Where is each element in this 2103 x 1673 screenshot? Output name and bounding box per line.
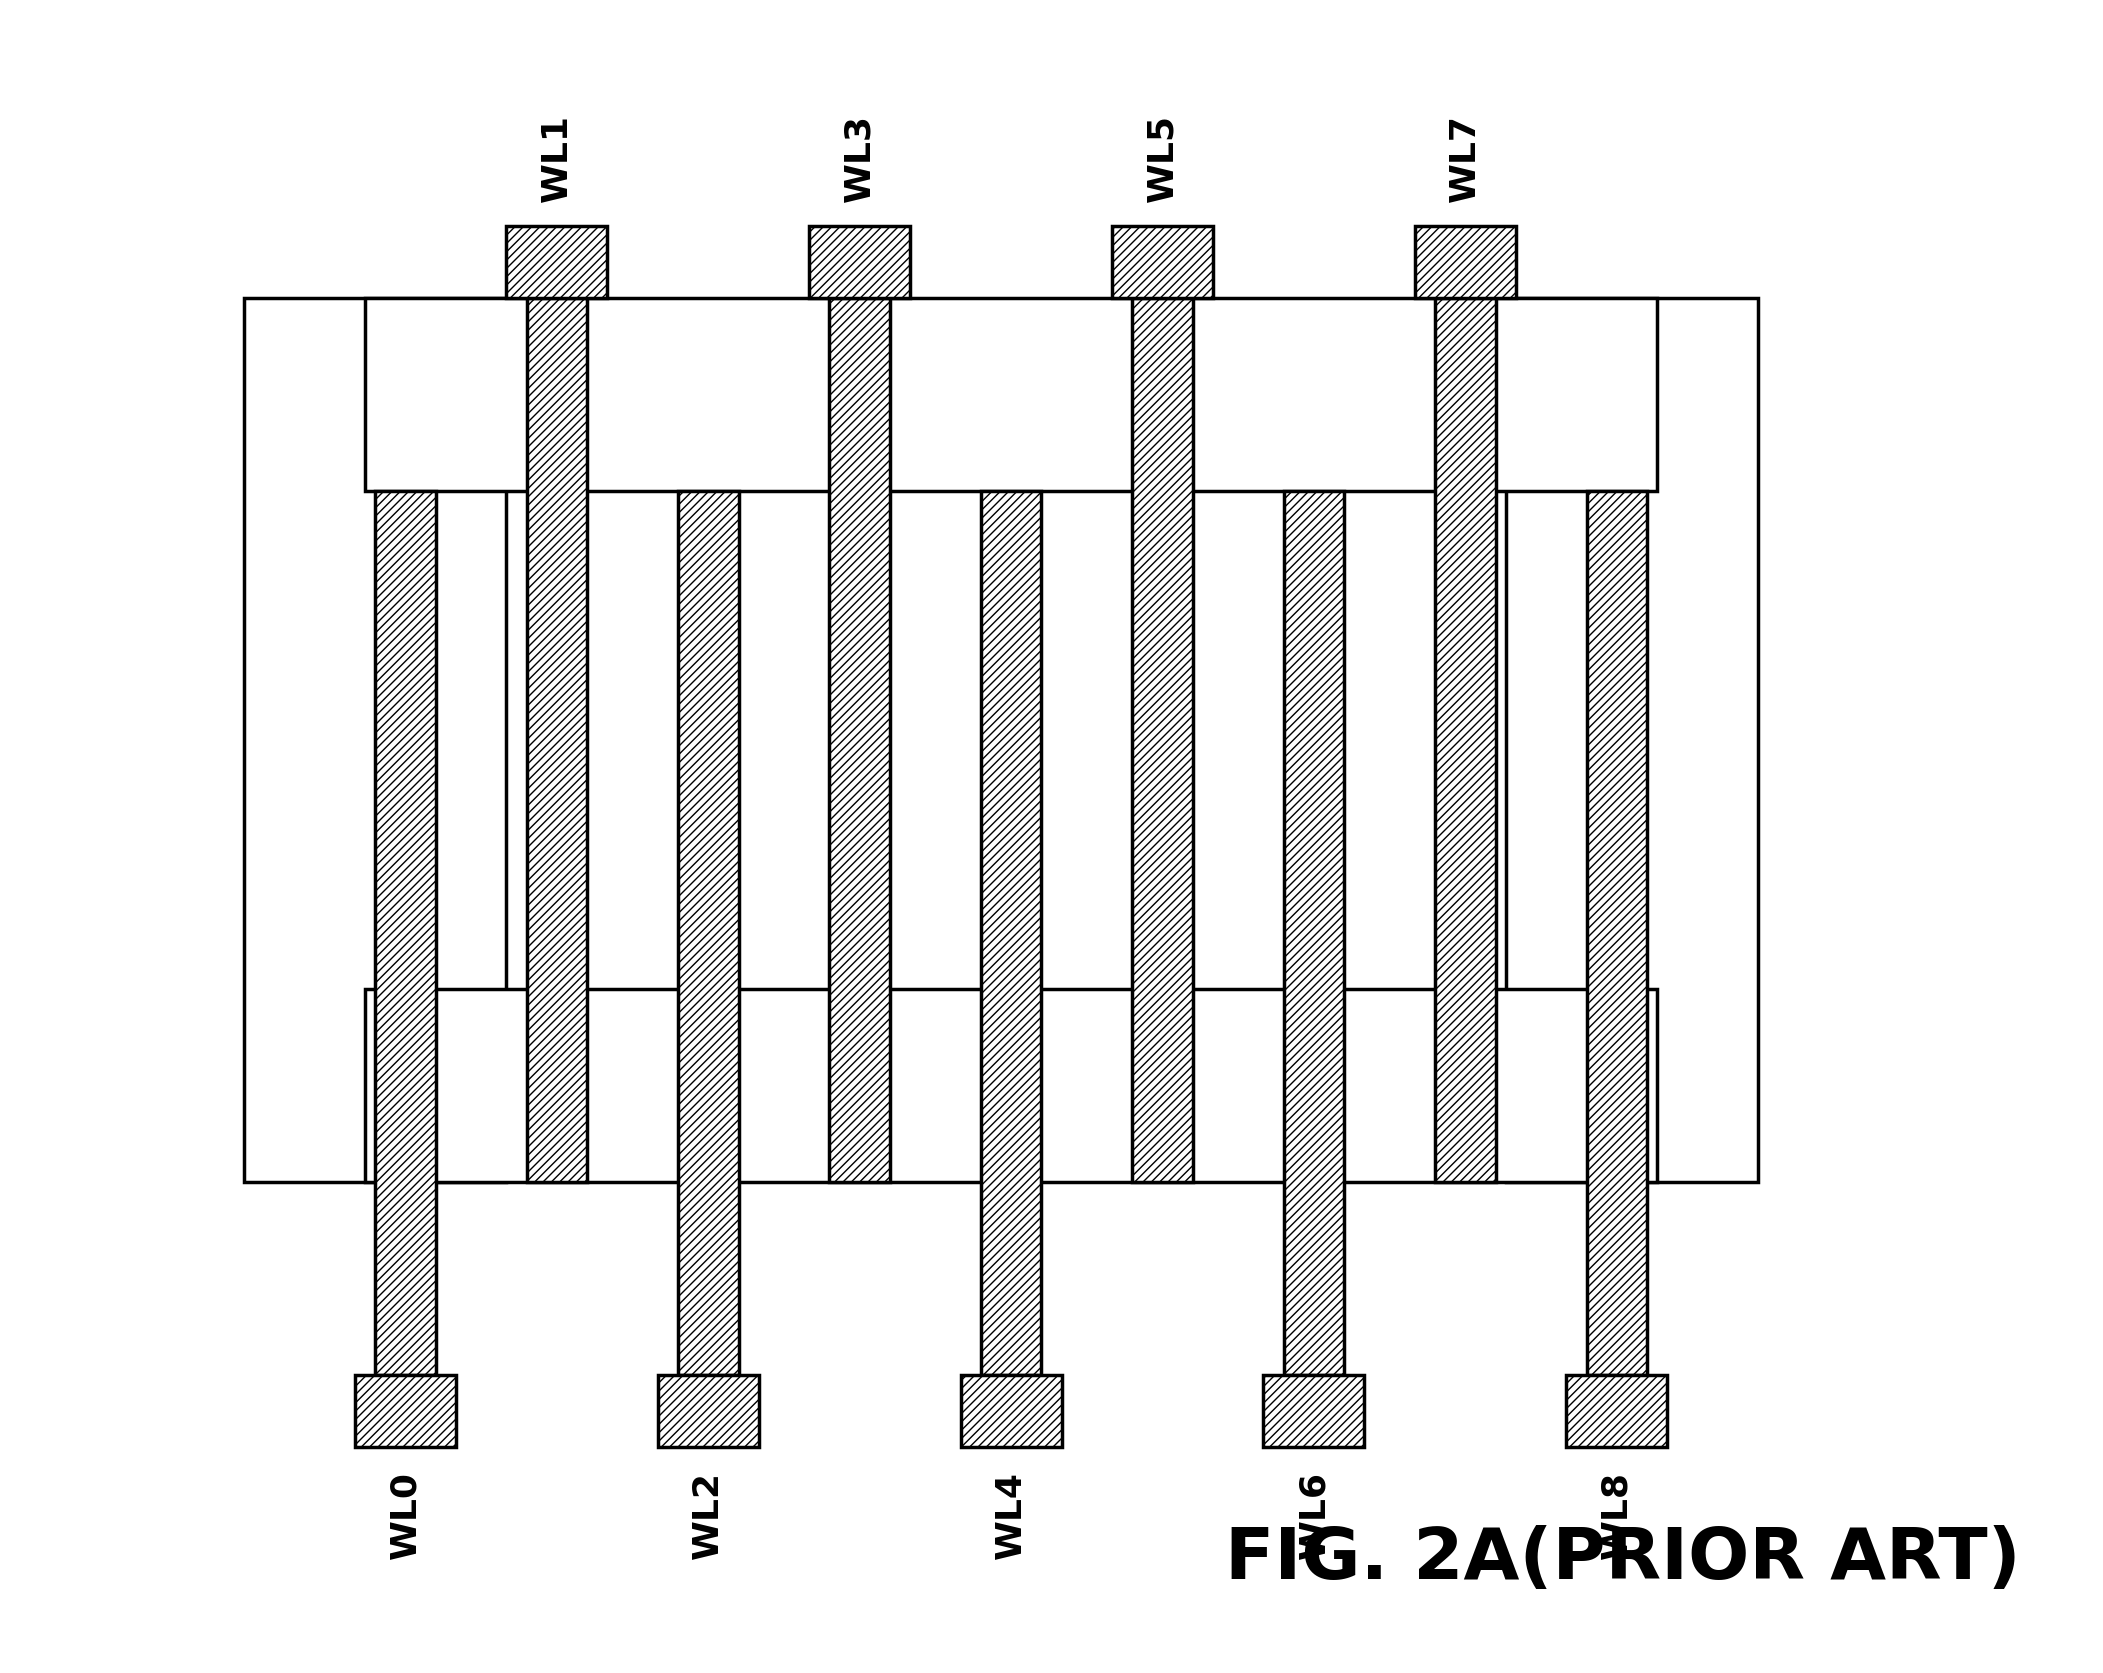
Bar [526, 298, 587, 1181]
Bar [374, 492, 435, 1375]
Text: WL0: WL0 [389, 1471, 423, 1559]
Bar [366, 989, 1657, 1181]
Bar [658, 1375, 759, 1447]
Text: WL1: WL1 [540, 114, 574, 202]
Text: WL5: WL5 [1146, 114, 1180, 202]
Bar [1506, 298, 1758, 1181]
Text: WL2: WL2 [692, 1471, 726, 1559]
Bar [1112, 226, 1213, 298]
Text: WL3: WL3 [843, 114, 877, 202]
Bar [507, 226, 608, 298]
Bar [1283, 492, 1344, 1375]
Bar [829, 298, 890, 1181]
Bar [1434, 298, 1495, 1181]
Text: WL8: WL8 [1600, 1471, 1634, 1559]
Bar [355, 1375, 456, 1447]
Bar [1415, 226, 1516, 298]
Bar [1586, 492, 1647, 1375]
Text: WL4: WL4 [995, 1471, 1028, 1559]
Bar [961, 1375, 1062, 1447]
Text: WL7: WL7 [1449, 114, 1483, 202]
Bar [1131, 298, 1192, 1181]
Bar [366, 298, 1657, 492]
Bar [677, 492, 738, 1375]
Text: FIG. 2A(PRIOR ART): FIG. 2A(PRIOR ART) [1224, 1524, 2021, 1594]
Bar [1264, 1375, 1365, 1447]
Bar [810, 226, 911, 298]
Bar [1567, 1375, 1668, 1447]
Bar [980, 492, 1041, 1375]
Bar [244, 298, 507, 1181]
Text: WL6: WL6 [1298, 1471, 1331, 1559]
